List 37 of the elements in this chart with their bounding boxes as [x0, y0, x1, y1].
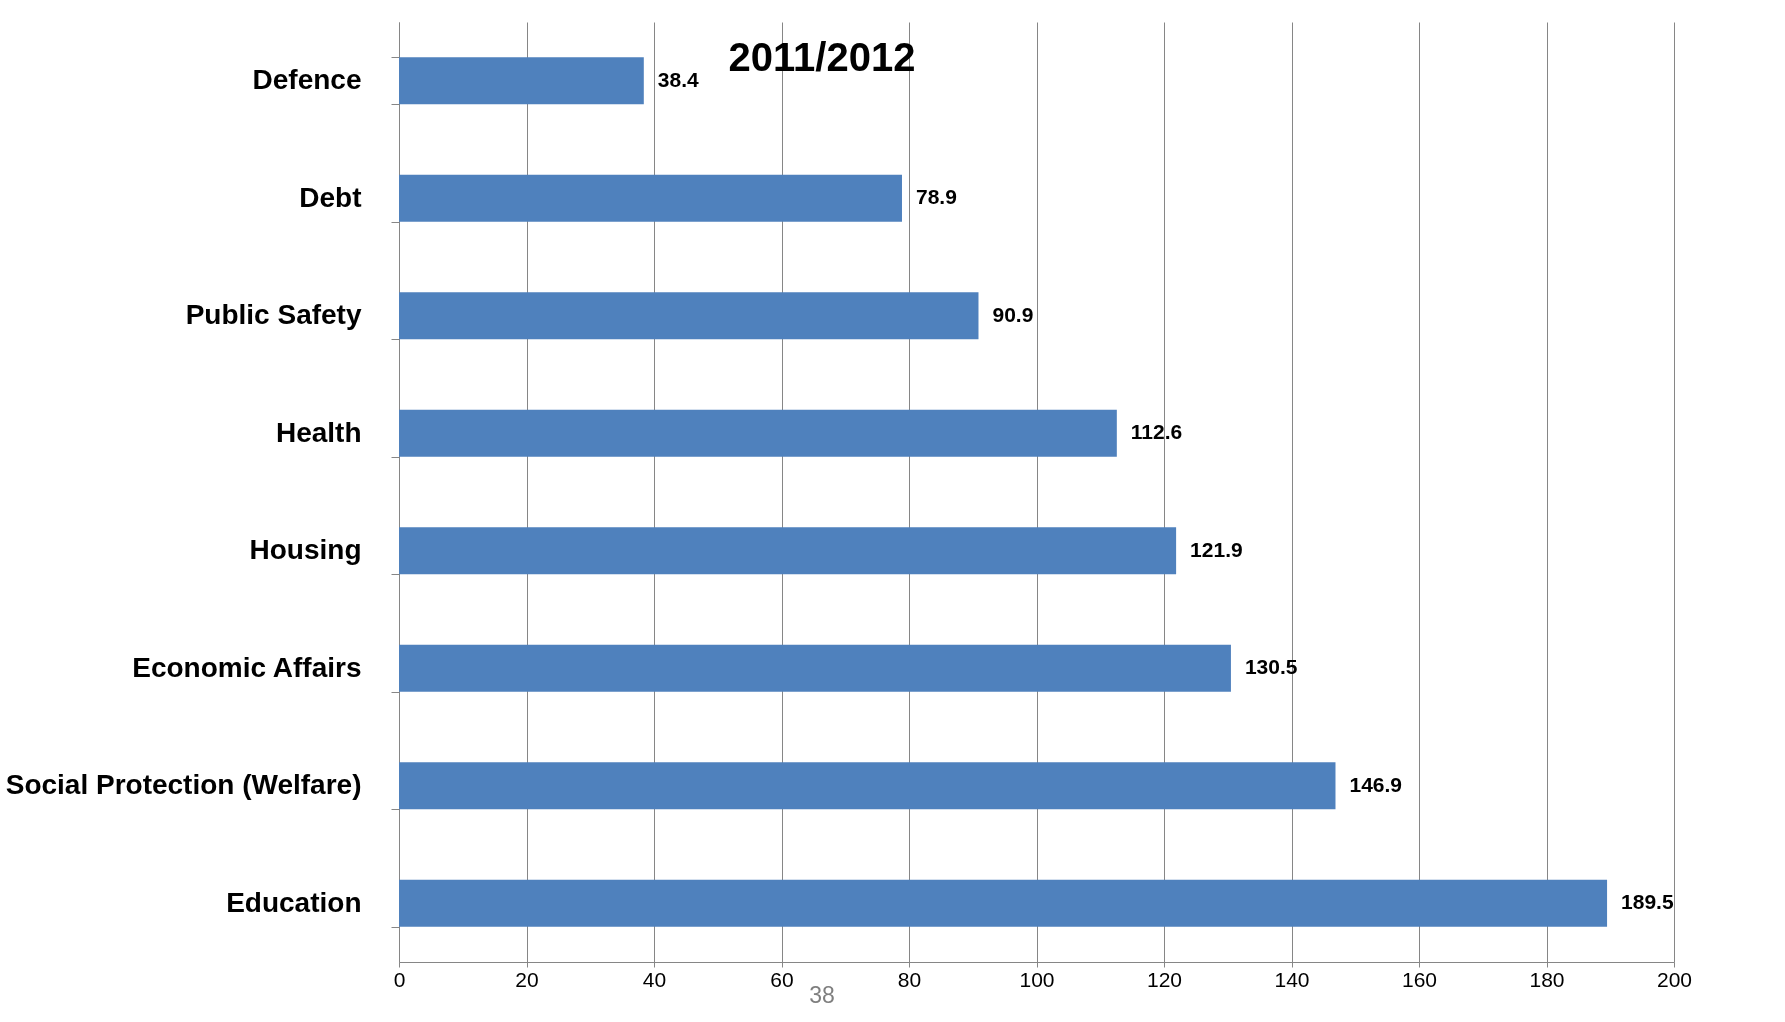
- y-tick-label: Social Protection (Welfare): [5, 769, 362, 801]
- x-tick-label: 200: [1656, 967, 1693, 991]
- y-tick-label: Defence: [252, 64, 362, 96]
- x-tick-label: 60: [770, 967, 794, 991]
- data-label: 112.6: [1130, 420, 1183, 444]
- bar: [399, 292, 979, 340]
- y-tick-label: Debt: [299, 181, 362, 213]
- chart-title: 2011/2012: [728, 35, 916, 79]
- data-label: 146.9: [1349, 772, 1403, 796]
- bar: [399, 174, 902, 222]
- x-tick-label: 0: [393, 967, 406, 991]
- bar: [399, 879, 1608, 927]
- y-tick-label: Public Safety: [185, 299, 362, 331]
- bar: [399, 644, 1231, 692]
- y-tick-label: Health: [275, 416, 362, 448]
- data-label: 78.9: [915, 185, 957, 209]
- x-tick-label: 140: [1274, 967, 1310, 991]
- text: 38: [809, 982, 835, 1008]
- x-tick-label: 40: [642, 967, 667, 991]
- bar: [399, 57, 644, 105]
- x-tick-label: 180: [1529, 967, 1565, 991]
- x-tick-label: 20: [515, 967, 539, 991]
- bar: [399, 409, 1117, 457]
- y-tick-label: Economic Affairs: [132, 651, 362, 683]
- data-label: 189.5: [1621, 890, 1674, 914]
- data-label: 121.9: [1190, 537, 1243, 561]
- data-label: 90.9: [992, 302, 1034, 326]
- x-tick-label: 80: [897, 967, 922, 991]
- y-tick-label: Education: [226, 886, 362, 918]
- data-label: 130.5: [1244, 655, 1298, 679]
- bar: [399, 527, 1177, 575]
- data-label: 38.4: [657, 67, 699, 91]
- y-tick-label: Housing: [249, 534, 362, 566]
- x-tick-label: 100: [1019, 967, 1055, 991]
- x-tick-label: 160: [1401, 967, 1438, 991]
- x-tick-label: 120: [1146, 967, 1183, 991]
- bar: [399, 762, 1336, 810]
